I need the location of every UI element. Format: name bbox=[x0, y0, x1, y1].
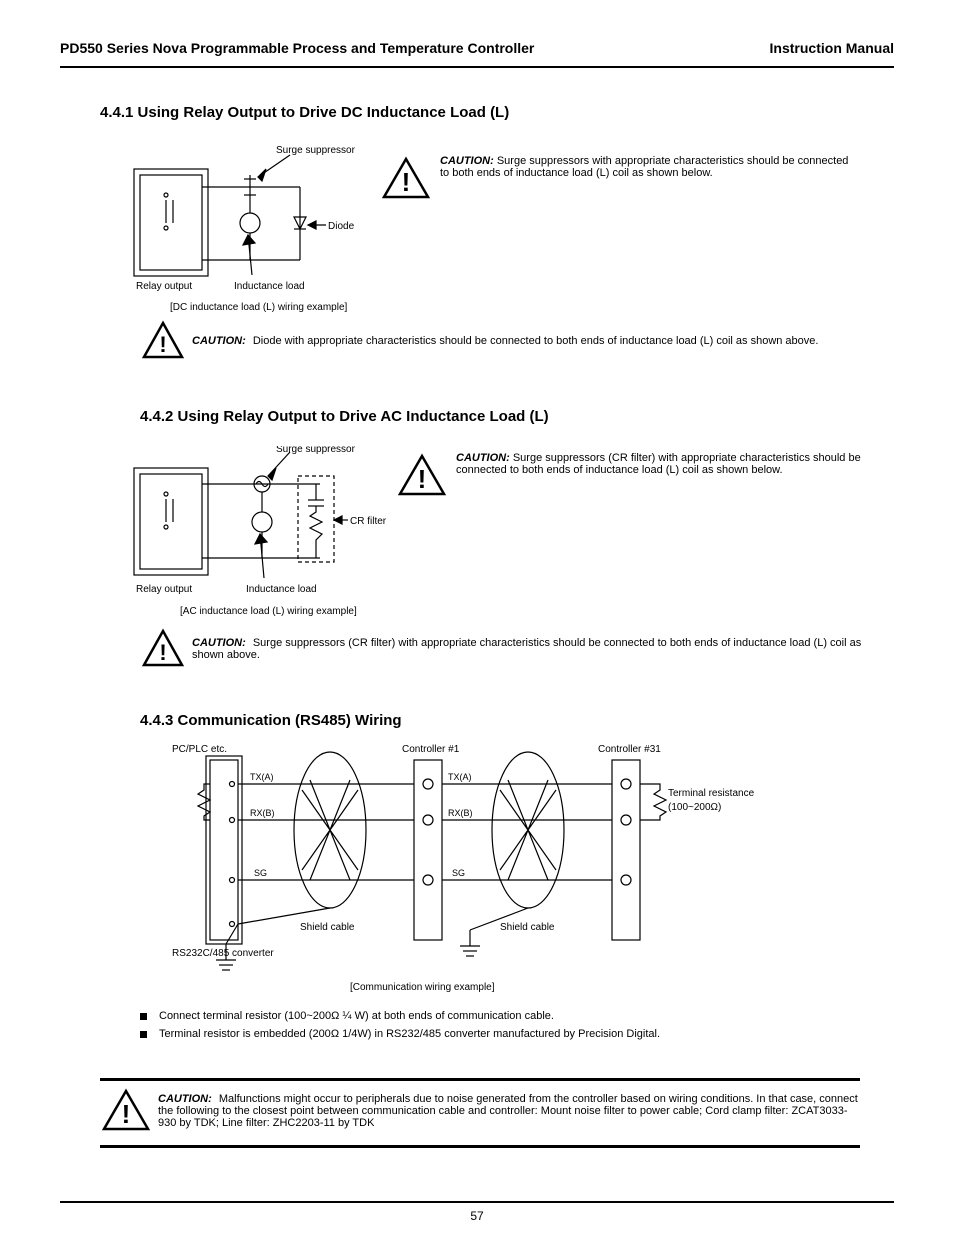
lbl-shield: Shield cable bbox=[300, 922, 355, 933]
lbl-load: Inductance load bbox=[234, 281, 305, 292]
sec2-warn-text: Surge suppressors (CR filter) with appro… bbox=[456, 452, 861, 476]
lbl-shield: Shield cable bbox=[500, 922, 555, 933]
sec3-caption: [Communication wiring example] bbox=[350, 982, 495, 993]
lbl-cr: CR filter bbox=[350, 516, 387, 527]
lbl-ctrl31: Controller #31 bbox=[598, 744, 661, 755]
sec1-title: 4.4.1 Using Relay Output to Drive DC Ind… bbox=[100, 104, 894, 121]
caution-text: Diode with appropriate characteristics s… bbox=[253, 335, 819, 347]
rule bbox=[100, 1078, 860, 1081]
triangle-icon: ! bbox=[396, 452, 448, 500]
lbl-term-hint: (100~200Ω) bbox=[668, 802, 721, 813]
lbl-sg: SG bbox=[254, 868, 267, 878]
sec1-caution: ! CAUTION: Diode with appropriate charac… bbox=[140, 320, 880, 362]
lbl-relay: Relay output bbox=[136, 281, 192, 292]
lbl-conv: RS232C/485 converter bbox=[172, 948, 274, 959]
sec2-diagram: Surge suppressor CR filter Inductance lo… bbox=[130, 446, 390, 626]
bullet-icon bbox=[140, 1031, 147, 1038]
lbl-term: Terminal resistance bbox=[668, 788, 755, 799]
caution-label: CAUTION: bbox=[192, 335, 246, 347]
rule bbox=[100, 1145, 860, 1148]
lbl-diode: Diode bbox=[328, 221, 355, 232]
caution-text: Surge suppressors (CR filter) with appro… bbox=[192, 637, 861, 661]
page-footer: 57 bbox=[60, 1201, 894, 1223]
triangle-icon: ! bbox=[380, 155, 432, 203]
triangle-icon: ! bbox=[100, 1087, 152, 1135]
caution-label: CAUTION: bbox=[192, 637, 246, 649]
bullet-text: Terminal resistor is embedded (200Ω 1/4W… bbox=[159, 1028, 660, 1040]
sec2-warning: ! CAUTION: Surge suppressors (CR filter)… bbox=[396, 452, 866, 500]
lbl-rx: RX(B) bbox=[448, 808, 473, 818]
sec2-caption: [AC inductance load (L) wiring example] bbox=[180, 606, 357, 617]
caution-text: Malfunctions might occur to peripherals … bbox=[158, 1093, 858, 1129]
sec2-title: 4.4.2 Using Relay Output to Drive AC Ind… bbox=[140, 408, 549, 425]
lbl-load: Inductance load bbox=[246, 584, 317, 595]
sec2-caution: ! CAUTION: Surge suppressors (CR filter)… bbox=[140, 628, 880, 670]
sec1-warn-text: Surge suppressors with appropriate chara… bbox=[440, 155, 848, 179]
sec3-bullets: Connect terminal resistor (100~200Ω ¼ W)… bbox=[100, 1004, 860, 1040]
footer-rule bbox=[60, 1201, 894, 1203]
lbl-pc: PC/PLC etc. bbox=[172, 744, 227, 755]
sec1-warn-label: CAUTION: bbox=[440, 155, 494, 167]
header-left: PD550 Series Nova Programmable Process a… bbox=[60, 40, 534, 56]
bullet-icon bbox=[140, 1013, 147, 1020]
bullet-item: Terminal resistor is embedded (200Ω 1/4W… bbox=[140, 1028, 860, 1040]
sec3-caution-block: ! CAUTION: Malfunctions might occur to p… bbox=[100, 1072, 860, 1154]
sec1-warning: ! CAUTION: Surge suppressors with approp… bbox=[380, 155, 860, 203]
sec3-diagram: PC/PLC etc. RS232C/485 converter Control… bbox=[170, 740, 790, 1000]
svg-text:!: ! bbox=[159, 640, 166, 665]
bullet-item: Connect terminal resistor (100~200Ω ¼ W)… bbox=[140, 1010, 860, 1022]
page-number: 57 bbox=[60, 1209, 894, 1223]
sec3-title: 4.4.3 Communication (RS485) Wiring bbox=[140, 712, 402, 729]
page-header: PD550 Series Nova Programmable Process a… bbox=[60, 40, 894, 62]
svg-text:!: ! bbox=[402, 167, 411, 197]
triangle-icon: ! bbox=[140, 628, 186, 670]
lbl-ctrl1: Controller #1 bbox=[402, 744, 460, 755]
lbl-surge: Surge suppressor bbox=[276, 446, 356, 455]
lbl-surge: Surge suppressor bbox=[276, 145, 356, 156]
header-right: Instruction Manual bbox=[770, 40, 894, 56]
lbl-tx: TX(A) bbox=[448, 772, 472, 782]
lbl-tx: TX(A) bbox=[250, 772, 274, 782]
svg-text:!: ! bbox=[418, 464, 427, 494]
sec1-caption: [DC inductance load (L) wiring example] bbox=[170, 302, 348, 313]
lbl-rx: RX(B) bbox=[250, 808, 275, 818]
lbl-sg: SG bbox=[452, 868, 465, 878]
sec1-diagram: Surge suppressor Diode Inductance load R… bbox=[130, 145, 360, 315]
caution-label: CAUTION: bbox=[158, 1093, 212, 1105]
svg-text:!: ! bbox=[159, 332, 166, 357]
triangle-icon: ! bbox=[140, 320, 186, 362]
sec2-warn-label: CAUTION: bbox=[456, 452, 510, 464]
svg-text:!: ! bbox=[122, 1099, 131, 1129]
lbl-relay: Relay output bbox=[136, 584, 192, 595]
bullet-text: Connect terminal resistor (100~200Ω ¼ W)… bbox=[159, 1010, 554, 1022]
